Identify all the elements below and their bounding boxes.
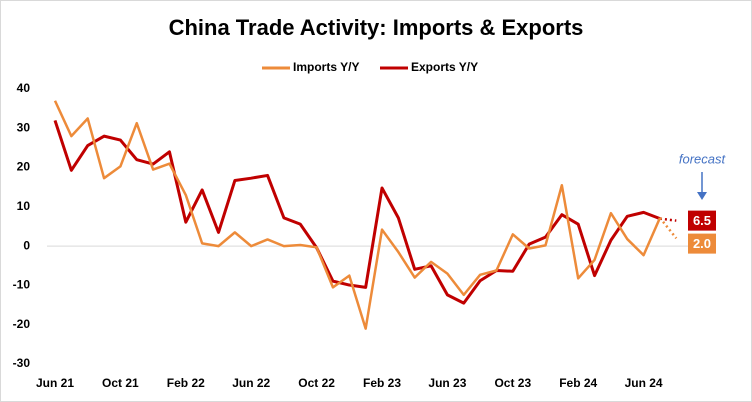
y-tick-label: -10: [13, 278, 31, 292]
y-tick-label: 30: [17, 120, 31, 134]
x-tick-label: Feb 24: [559, 376, 597, 390]
y-tick-label: 0: [23, 238, 30, 252]
annotation: forecast: [679, 151, 727, 166]
value-label: 2.0: [693, 236, 711, 251]
x-tick-label: Oct 23: [494, 376, 531, 390]
x-tick-label: Jun 21: [36, 376, 74, 390]
x-tick-label: Feb 23: [363, 376, 401, 390]
y-tick-label: 20: [17, 160, 31, 174]
y-tick-label: -20: [13, 317, 31, 331]
y-tick-label: 40: [17, 81, 31, 95]
value-label-box: [688, 210, 716, 231]
x-tick-label: Oct 21: [102, 376, 139, 390]
chart-title: China Trade Activity: Imports & Exports: [169, 15, 584, 40]
series-line: [53, 100, 662, 330]
legend-label: Exports Y/Y: [411, 60, 478, 74]
x-tick-label: Oct 22: [298, 376, 335, 390]
value-label-box: [688, 233, 716, 254]
annotation-arrowhead: [697, 192, 707, 200]
x-tick-label: Jun 22: [232, 376, 270, 390]
y-tick-label: -30: [13, 356, 31, 370]
legend-label: Imports Y/Y: [293, 60, 359, 74]
forecast-line: [658, 217, 678, 240]
x-tick-label: Jun 23: [428, 376, 466, 390]
series-line: [53, 119, 661, 305]
x-tick-label: Feb 22: [167, 376, 205, 390]
value-label: 6.5: [693, 213, 711, 228]
x-tick-label: Jun 24: [625, 376, 663, 390]
y-tick-label: 10: [17, 199, 31, 213]
